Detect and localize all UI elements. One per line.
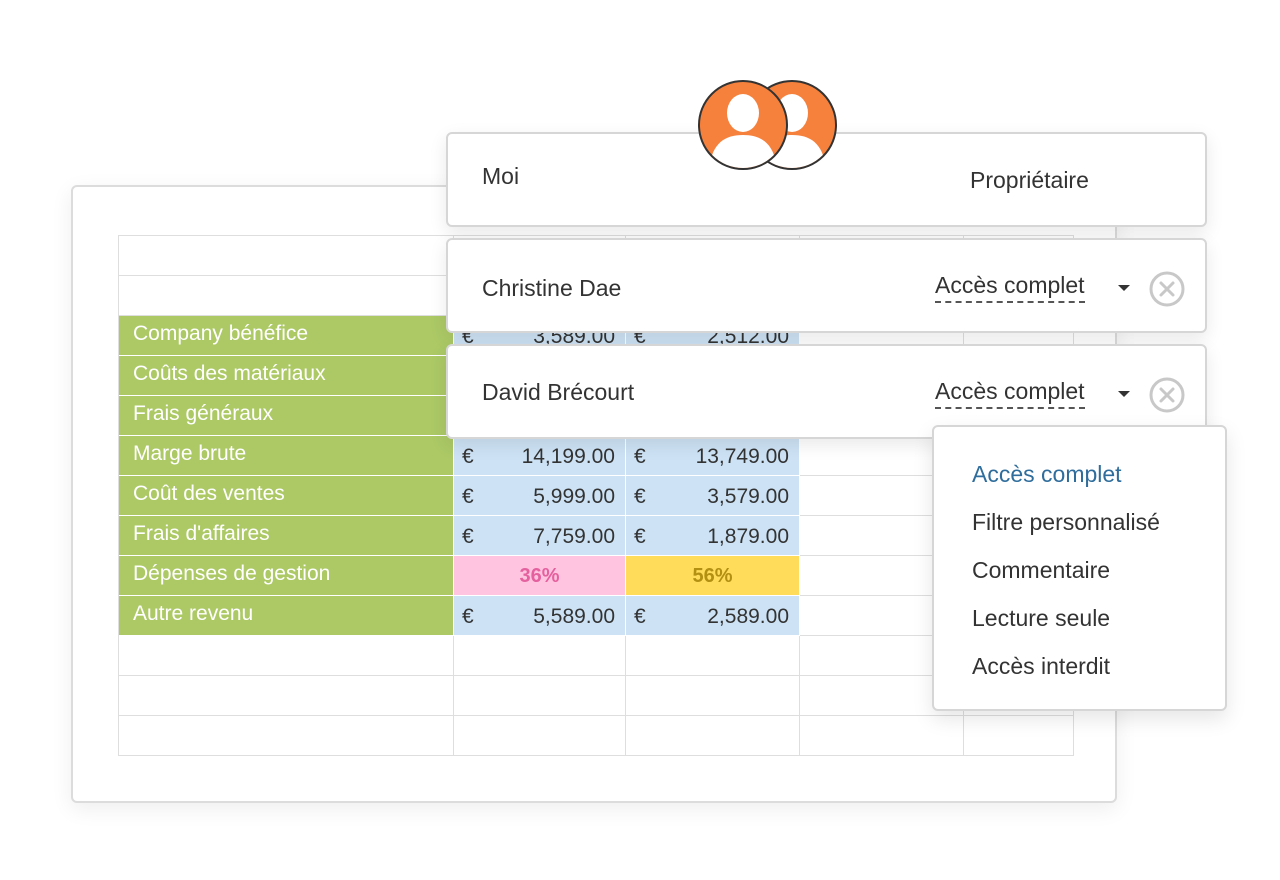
row-label[interactable]: Dépenses de gestion xyxy=(119,556,454,596)
menu-option-lecture-seule[interactable]: Lecture seule xyxy=(972,605,1111,631)
currency-symbol: € xyxy=(462,525,474,548)
owner-row: Moi Propriétaire xyxy=(446,132,1207,227)
access-level-menu: Accès complet Filtre personnalisé Commen… xyxy=(932,425,1227,711)
grid-cell[interactable] xyxy=(119,716,454,756)
value-cell[interactable]: €2,589.00 xyxy=(626,596,800,636)
currency-symbol: € xyxy=(634,525,646,548)
menu-option-commentaire[interactable]: Commentaire xyxy=(972,557,1111,583)
amount: 5,999.00 xyxy=(533,485,615,508)
currency-symbol: € xyxy=(634,485,646,508)
currency-symbol: € xyxy=(462,485,474,508)
row-label[interactable]: Coûts des matériaux xyxy=(119,356,454,396)
row-label[interactable]: Frais généraux xyxy=(119,396,454,436)
row-label[interactable]: Coût des ventes xyxy=(119,476,454,516)
amount: 7,759.00 xyxy=(533,525,615,548)
user-name: David Brécourt xyxy=(482,379,635,405)
grid-cell[interactable] xyxy=(119,636,454,676)
value-cell[interactable]: €7,759.00 xyxy=(454,516,626,556)
currency-symbol: € xyxy=(462,445,474,468)
owner-name: Moi xyxy=(482,163,520,189)
amount: 5,589.00 xyxy=(533,605,615,628)
grid-cell[interactable] xyxy=(119,676,454,716)
percent-cell[interactable]: 36% xyxy=(454,556,626,596)
owner-role: Propriétaire xyxy=(970,167,1089,193)
row-label[interactable]: Company bénéfice xyxy=(119,316,454,356)
value-cell[interactable]: €5,999.00 xyxy=(454,476,626,516)
access-level-select[interactable]: Accès complet xyxy=(935,378,1085,409)
grid-cell[interactable] xyxy=(964,716,1074,756)
user-avatar-icon xyxy=(698,80,788,170)
row-label[interactable]: Autre revenu xyxy=(119,596,454,636)
grid-cell[interactable] xyxy=(454,716,626,756)
currency-symbol: € xyxy=(634,445,646,468)
shared-user-row: Christine Dae Accès complet xyxy=(446,238,1207,333)
menu-option-acces-complet[interactable]: Accès complet xyxy=(972,461,1122,487)
value-cell[interactable]: €13,749.00 xyxy=(626,436,800,476)
caret-down-icon[interactable] xyxy=(1118,391,1130,397)
remove-user-icon[interactable] xyxy=(1148,376,1186,414)
amount: 2,589.00 xyxy=(707,605,789,628)
currency-symbol: € xyxy=(462,325,474,348)
amount: 1,879.00 xyxy=(707,525,789,548)
grid-cell[interactable] xyxy=(454,676,626,716)
caret-down-icon[interactable] xyxy=(1118,285,1130,291)
menu-option-acces-interdit[interactable]: Accès interdit xyxy=(972,653,1111,679)
currency-symbol: € xyxy=(634,325,646,348)
access-level-select[interactable]: Accès complet xyxy=(935,272,1085,303)
user-name: Christine Dae xyxy=(482,275,622,301)
value-cell[interactable]: €1,879.00 xyxy=(626,516,800,556)
grid-cell[interactable] xyxy=(119,276,454,316)
row-label[interactable]: Frais d'affaires xyxy=(119,516,454,556)
amount: 13,749.00 xyxy=(695,445,789,468)
grid-cell[interactable] xyxy=(800,716,964,756)
remove-user-icon[interactable] xyxy=(1148,270,1186,308)
value-cell[interactable]: €5,589.00 xyxy=(454,596,626,636)
grid-cell[interactable] xyxy=(119,236,454,276)
grid-cell[interactable] xyxy=(454,636,626,676)
percent-cell[interactable]: 56% xyxy=(626,556,800,596)
amount: 3,579.00 xyxy=(707,485,789,508)
menu-option-filtre-personnalise[interactable]: Filtre personnalisé xyxy=(972,509,1160,535)
shared-user-row: David Brécourt Accès complet xyxy=(446,344,1207,439)
row-label[interactable]: Marge brute xyxy=(119,436,454,476)
currency-symbol: € xyxy=(634,605,646,628)
value-cell[interactable]: €3,579.00 xyxy=(626,476,800,516)
grid-cell[interactable] xyxy=(626,636,800,676)
currency-symbol: € xyxy=(462,605,474,628)
grid-cell[interactable] xyxy=(626,676,800,716)
grid-cell[interactable] xyxy=(626,716,800,756)
value-cell[interactable]: €14,199.00 xyxy=(454,436,626,476)
amount: 14,199.00 xyxy=(521,445,615,468)
